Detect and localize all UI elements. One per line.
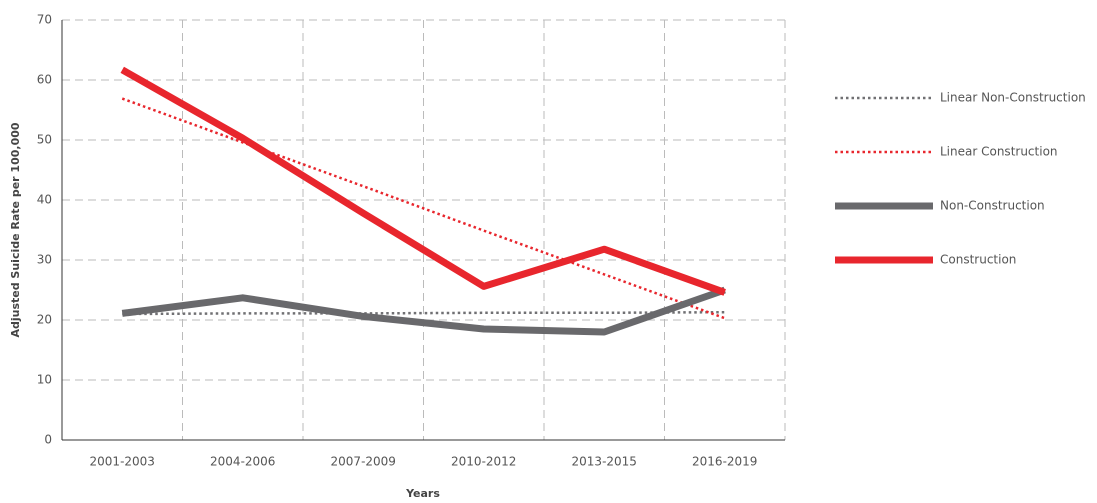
y-tick-label: 40: [37, 193, 52, 207]
x-tick-label: 2010-2012: [451, 455, 516, 469]
x-tick-label: 2016-2019: [692, 455, 757, 469]
x-tick-label: 2007-2009: [331, 455, 396, 469]
y-tick-label: 0: [44, 433, 52, 447]
legend-label: Construction: [940, 253, 1016, 267]
x-tick-label: 2001-2003: [90, 455, 155, 469]
data-line: [121, 286, 726, 336]
y-tick-label: 60: [37, 73, 52, 87]
legend-label: Non-Construction: [940, 199, 1045, 213]
trend-line: [121, 97, 726, 320]
legend-label: Linear Construction: [940, 145, 1058, 159]
y-tick-label: 20: [37, 313, 52, 327]
legend-label: Linear Non-Construction: [940, 91, 1086, 105]
y-tick-label: 30: [37, 253, 52, 267]
y-tick-label: 70: [37, 13, 52, 27]
trend-line: [122, 310, 725, 316]
y-tick-label: 50: [37, 133, 52, 147]
x-tick-label: 2004-2006: [210, 455, 275, 469]
y-axis-label: Adjusted Suicide Rate per 100,000: [9, 122, 22, 337]
x-axis-label: Years: [405, 487, 440, 500]
x-tick-label: 2013-2015: [572, 455, 637, 469]
y-tick-label: 10: [37, 373, 52, 387]
data-line: [120, 66, 726, 296]
